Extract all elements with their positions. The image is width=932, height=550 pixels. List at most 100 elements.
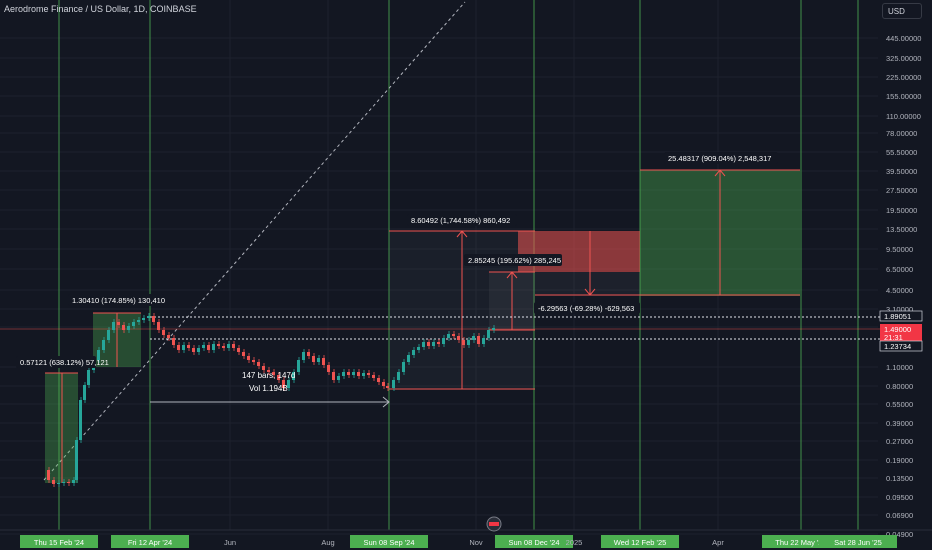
y-tick-label: 110.00000	[886, 112, 921, 121]
x-tick-label: Fri 12 Apr '24	[128, 538, 172, 547]
candle-body	[352, 372, 355, 375]
y-tick-label: 13.50000	[886, 225, 917, 234]
candle-body	[247, 356, 250, 360]
price-label: 1.89051	[884, 312, 911, 321]
candle-body	[312, 356, 315, 362]
x-tick-highlight	[495, 535, 573, 548]
candle-body	[392, 380, 395, 388]
candle-body	[287, 380, 290, 388]
candle-body	[487, 330, 490, 338]
candle-body	[97, 350, 100, 360]
candle-body	[482, 338, 485, 344]
candle-body	[442, 338, 445, 344]
candle-body	[277, 375, 280, 380]
candle-body	[182, 345, 185, 350]
candle-body	[447, 334, 450, 338]
logo-icon-mark	[489, 522, 499, 526]
candle-body	[367, 373, 370, 375]
price-label-box	[879, 340, 923, 352]
candle-body	[112, 322, 115, 330]
candle-body	[452, 334, 455, 336]
range-vol-label: Vol 1.194B	[249, 384, 288, 393]
currency-selector[interactable]: USD	[882, 3, 922, 19]
candle-body	[332, 372, 335, 380]
candle-body	[382, 382, 385, 386]
candle-body	[242, 352, 245, 356]
candle-body	[137, 320, 140, 322]
candle-body	[407, 355, 410, 362]
candle-body	[257, 362, 260, 366]
candle-body	[152, 316, 155, 322]
y-tick-label: 0.09500	[886, 493, 913, 502]
price-label: 1.23734	[884, 342, 911, 351]
candle-body	[62, 482, 65, 483]
candle-body	[322, 358, 325, 365]
candle-body	[157, 322, 160, 330]
candle-body	[327, 365, 330, 372]
candle-body	[386, 386, 389, 388]
price-label-box	[880, 332, 922, 342]
range-bars-label: 147 bars, 147d	[242, 371, 295, 380]
candle-body	[177, 345, 180, 350]
candle-body	[217, 344, 220, 346]
x-tick-label: Sun 08 Sep '24	[363, 538, 414, 547]
candle-body	[457, 336, 460, 340]
measure-label-box	[464, 254, 562, 266]
y-tick-label: 78.00000	[886, 129, 917, 138]
candle-body	[362, 373, 365, 376]
candle-body	[167, 335, 170, 338]
candle-body	[172, 338, 175, 345]
candle-body	[132, 322, 135, 326]
y-tick-label: 155.00000	[886, 92, 921, 101]
candle-body	[117, 322, 120, 325]
x-tick-label: Apr	[712, 538, 724, 547]
y-tick-label: 0.27000	[886, 437, 913, 446]
candle-body	[462, 340, 465, 345]
arrow-head	[506, 271, 518, 279]
candle-body	[187, 345, 190, 348]
x-tick-highlight	[350, 535, 428, 548]
y-tick-label: 4.50000	[886, 286, 913, 295]
x-tick-label: Jun	[224, 538, 236, 547]
candle-body	[397, 372, 400, 380]
candle-body	[377, 378, 380, 382]
x-tick-label: Sun 08 Dec '24	[508, 538, 559, 547]
candle-body	[307, 352, 310, 356]
candle-body	[272, 372, 275, 375]
candle-body	[292, 372, 295, 380]
measure-label: 8.60492 (1,744.58%) 860,492	[411, 216, 510, 225]
y-tick-label: 0.39000	[886, 419, 913, 428]
arrow-head	[456, 230, 468, 238]
measure-label-box	[407, 214, 517, 226]
x-tick-label: Sat 28 Jun '25	[834, 538, 882, 547]
candle-body	[83, 385, 86, 400]
measure-label-box	[68, 294, 164, 306]
candle-body	[227, 344, 230, 348]
candle-body	[237, 348, 240, 352]
measure-label: 0.57121 (638.12%) 57,121	[20, 358, 109, 367]
x-tick-highlight	[111, 535, 189, 548]
measure-label-box	[534, 302, 640, 314]
candle-body	[282, 380, 285, 388]
candle-body	[422, 342, 425, 347]
candle-body	[147, 316, 150, 318]
y-tick-label: 325.00000	[886, 54, 921, 63]
candle-body	[427, 342, 430, 346]
y-tick-label: 55.50000	[886, 148, 917, 157]
candle-body	[127, 326, 130, 330]
candle-body	[417, 347, 420, 350]
candle-body	[337, 376, 340, 380]
candle-body	[472, 336, 475, 340]
price-label: 21:31	[884, 333, 903, 342]
price-label: 1.49000	[884, 325, 911, 334]
candle-body	[107, 330, 110, 340]
candle-body	[192, 348, 195, 352]
candle-body	[252, 360, 255, 362]
y-tick-label: 0.19000	[886, 456, 913, 465]
y-tick-label: 0.13500	[886, 474, 913, 483]
y-tick-label: 6.50000	[886, 265, 913, 274]
candle-body	[197, 348, 200, 352]
y-tick-label: 3.10000	[886, 305, 913, 314]
candle-body	[437, 342, 440, 344]
